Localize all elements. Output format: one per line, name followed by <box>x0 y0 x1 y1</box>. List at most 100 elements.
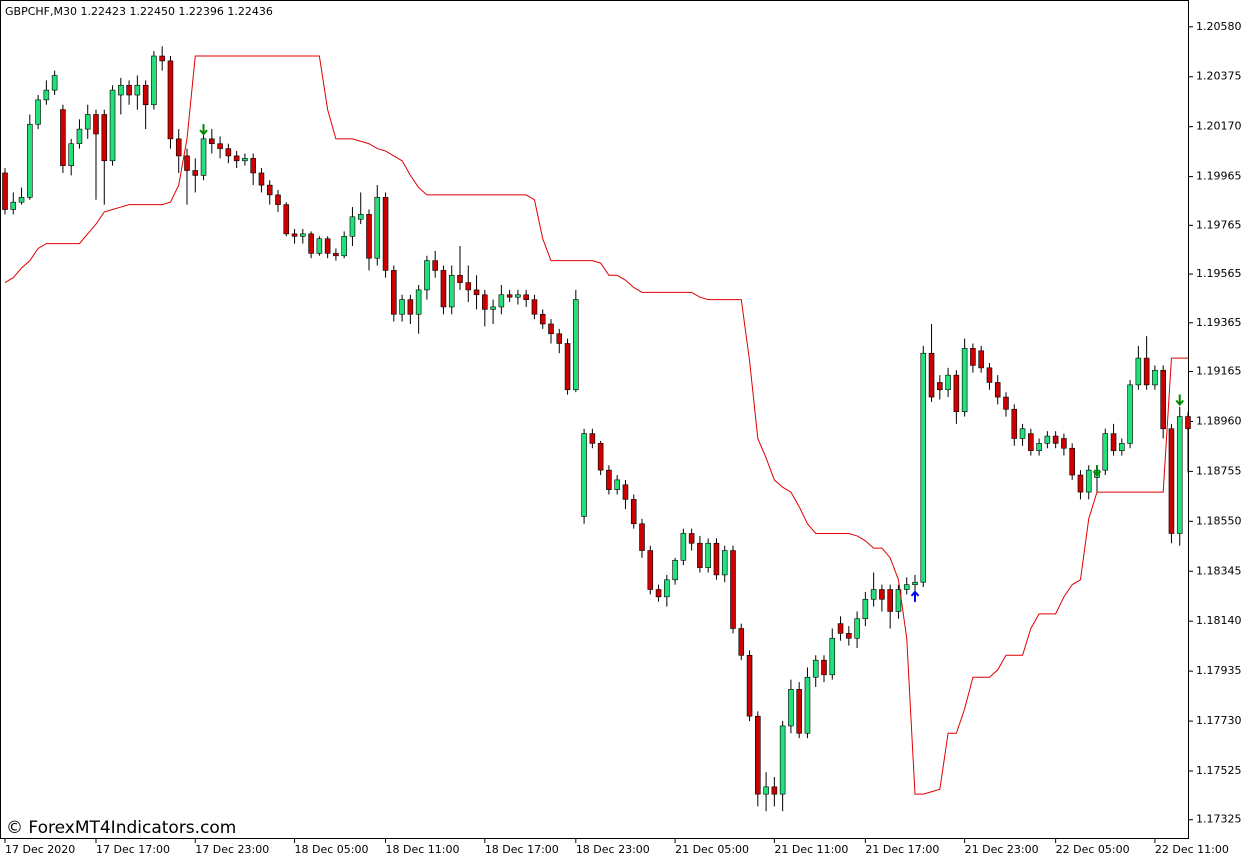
candle-body <box>250 158 256 174</box>
candle-body <box>556 333 563 344</box>
candle-body <box>953 374 960 412</box>
candle-body <box>159 55 165 62</box>
candle-body <box>730 550 736 629</box>
candle-body <box>134 84 141 96</box>
candle-body <box>1102 433 1109 471</box>
candle-body <box>1044 435 1051 444</box>
candle-body <box>225 148 232 157</box>
candle-body <box>1019 428 1026 439</box>
candle-body <box>523 294 529 300</box>
candle-body <box>457 274 463 283</box>
y-tick-label: 1.18550 <box>1196 514 1242 527</box>
candle-body <box>680 533 687 561</box>
candle-body <box>109 89 116 162</box>
candle-body <box>266 184 273 196</box>
candle-body <box>771 786 778 795</box>
x-tick-label: 17 Dec 23:00 <box>195 843 269 856</box>
candle-body <box>1036 443 1042 451</box>
x-tick-label: 21 Dec 23:00 <box>965 843 1039 856</box>
candle-body <box>51 75 58 91</box>
candle-body <box>986 367 993 383</box>
candle-body <box>515 294 521 298</box>
x-tick-label: 17 Dec 17:00 <box>96 843 170 856</box>
candle-body <box>382 197 389 271</box>
x-tick-label: 22 Dec 05:00 <box>1056 843 1130 856</box>
candle-body <box>531 299 538 315</box>
candle-body <box>854 618 860 639</box>
candle-body <box>316 238 323 254</box>
candle-body <box>391 270 397 315</box>
watermark: © ForexMT4Indicators.com <box>6 818 236 838</box>
candle-body <box>1110 433 1117 451</box>
candle-body <box>482 294 488 310</box>
candle-body <box>879 589 885 600</box>
candle-body <box>76 128 83 145</box>
candle-body <box>622 484 629 500</box>
candle-body <box>655 589 662 598</box>
y-tick-label: 1.18345 <box>1196 564 1242 577</box>
candle-body <box>1185 416 1191 430</box>
candle-body <box>920 352 927 583</box>
candle-body <box>126 84 132 96</box>
candle-body <box>192 170 199 176</box>
candle-body <box>597 443 604 471</box>
candle-body <box>994 382 1001 398</box>
candle-body <box>829 637 836 676</box>
y-tick-label: 1.18140 <box>1196 614 1242 627</box>
candle-body <box>688 533 695 544</box>
candle-body <box>664 579 670 598</box>
candle-body <box>937 382 943 391</box>
candle-body <box>821 659 827 676</box>
candle-body <box>432 260 438 271</box>
candle-body <box>424 260 430 291</box>
candle-body <box>341 235 347 257</box>
candle-body <box>912 581 918 585</box>
candle-body <box>713 542 720 576</box>
candle-body <box>548 323 554 335</box>
candle-body <box>705 542 711 568</box>
y-tick-label: 1.19565 <box>1196 267 1242 280</box>
candle-body <box>43 89 50 101</box>
candle-body <box>233 155 240 162</box>
candle-body <box>1160 369 1166 430</box>
candle-body <box>490 306 496 310</box>
candle-body <box>200 138 207 176</box>
candle-body <box>506 294 513 298</box>
candle-body <box>1061 438 1067 449</box>
candle-body <box>630 499 637 525</box>
candle-body <box>275 194 281 205</box>
candle-body <box>209 138 215 145</box>
candle-body <box>1069 447 1075 476</box>
x-tick-label: 18 Dec 05:00 <box>295 843 369 856</box>
candle-body <box>366 214 372 259</box>
candle-body <box>84 114 91 130</box>
candle-body <box>300 233 306 237</box>
candle-body <box>333 253 339 257</box>
candle-body <box>697 542 703 568</box>
candle-body <box>1176 416 1183 534</box>
x-tick-label: 18 Dec 11:00 <box>386 843 460 856</box>
candle-body <box>258 172 265 186</box>
candle-body <box>1077 474 1084 493</box>
candle-body <box>581 433 587 517</box>
y-tick-label: 1.19165 <box>1196 364 1242 377</box>
candle-body <box>846 633 852 639</box>
candle-body <box>589 433 596 444</box>
sell-arrow <box>199 124 208 136</box>
candle-body <box>1135 357 1142 386</box>
candle-body <box>928 352 935 398</box>
candle-body <box>961 348 968 412</box>
candle-body <box>242 158 248 162</box>
candle-body <box>1152 369 1158 386</box>
candle-body <box>60 109 66 166</box>
buy-arrow <box>910 590 920 602</box>
candle-body <box>606 469 612 490</box>
candle-body <box>1003 396 1009 410</box>
candle-body <box>473 289 480 296</box>
y-tick-label: 1.19965 <box>1196 170 1242 183</box>
candle-body <box>779 725 786 795</box>
candle-body <box>18 197 25 203</box>
candle-body <box>357 214 364 220</box>
